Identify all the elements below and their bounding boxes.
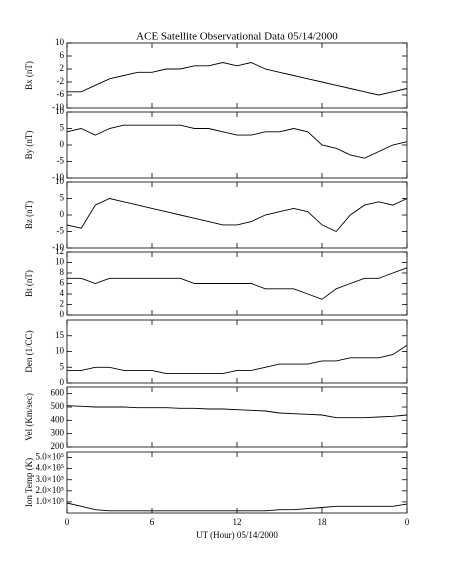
y-tick-label: -6 — [57, 89, 65, 99]
x-tick-label: 0 — [65, 517, 70, 527]
y-axis-label: Bx (nT) — [24, 61, 34, 90]
x-tick-label: 0 — [405, 517, 410, 527]
x-tick-label: 18 — [318, 517, 328, 527]
x-tick-label: 12 — [233, 517, 242, 527]
y-tick-label: 6 — [60, 278, 65, 288]
y-tick-label: 6 — [60, 50, 65, 60]
y-tick-label: 2.0×10⁵ — [36, 485, 64, 495]
y-tick-label: 2 — [60, 63, 65, 73]
data-line — [66, 124, 408, 159]
panel-frame — [66, 451, 408, 514]
y-tick-label: 5 — [60, 123, 65, 133]
y-axis-label: Ion Temp (K) — [24, 458, 34, 507]
y-tick-label: 10 — [55, 106, 65, 116]
y-tick-label: -10 — [52, 242, 64, 252]
y-tick-label: 12 — [55, 246, 64, 256]
panel-frame — [66, 111, 408, 179]
y-tick-label: 8 — [60, 267, 65, 277]
panel-frame — [66, 42, 408, 109]
y-tick-label: -5 — [57, 156, 65, 166]
data-line — [67, 267, 408, 300]
data-line — [66, 198, 408, 233]
y-tick-label: 10 — [55, 346, 65, 356]
x-axis-label: UT (Hour) 05/14/2000 — [196, 530, 278, 540]
y-tick-label: 3.0×10⁵ — [36, 474, 64, 484]
y-axis-label: Bt (nT) — [24, 270, 34, 297]
panel-frame — [66, 386, 408, 448]
y-tick-label: 400 — [51, 414, 65, 424]
x-tick-label: 6 — [150, 517, 155, 527]
y-tick-label: 15 — [55, 330, 65, 340]
y-tick-label: 10 — [55, 257, 65, 267]
y-tick-label: 0 — [60, 139, 65, 149]
y-tick-label: 0 — [60, 377, 65, 387]
y-tick-label: 200 — [51, 441, 65, 451]
y-tick-label: 4 — [60, 288, 65, 298]
y-tick-label: -5 — [57, 226, 65, 236]
y-axis-label: By (nT) — [24, 131, 34, 160]
y-tick-label: 0 — [60, 209, 65, 219]
y-tick-label: -2 — [57, 76, 65, 86]
y-tick-label: 5.0×10⁵ — [36, 452, 64, 462]
y-tick-label: -10 — [52, 102, 64, 112]
y-tick-label: 1.0×10⁵ — [36, 496, 64, 506]
y-tick-label: 2 — [60, 299, 65, 309]
y-tick-label: 10 — [55, 176, 65, 186]
y-axis-label: Den (1/CC) — [24, 330, 34, 372]
y-tick-label: -10 — [52, 172, 64, 182]
data-line — [67, 62, 408, 96]
y-tick-label: 500 — [51, 401, 65, 411]
y-tick-label: 10 — [55, 37, 65, 47]
y-axis-label: Vel (Km/sec) — [24, 393, 34, 441]
y-axis-label: Bz (nT) — [24, 201, 34, 229]
data-line — [67, 344, 408, 375]
panel-frame — [66, 319, 408, 384]
data-line — [66, 405, 408, 419]
y-tick-label: 0 — [60, 309, 65, 319]
y-tick-label: 600 — [51, 388, 65, 398]
y-tick-label: 300 — [51, 428, 65, 438]
y-tick-label: 5 — [60, 193, 65, 203]
chart-title: ACE Satellite Observational Data 05/14/2… — [136, 31, 338, 43]
panel-frame — [66, 181, 408, 249]
data-line — [66, 502, 408, 512]
y-tick-label: 5 — [60, 361, 65, 371]
y-tick-label: 4.0×10⁵ — [36, 463, 64, 473]
